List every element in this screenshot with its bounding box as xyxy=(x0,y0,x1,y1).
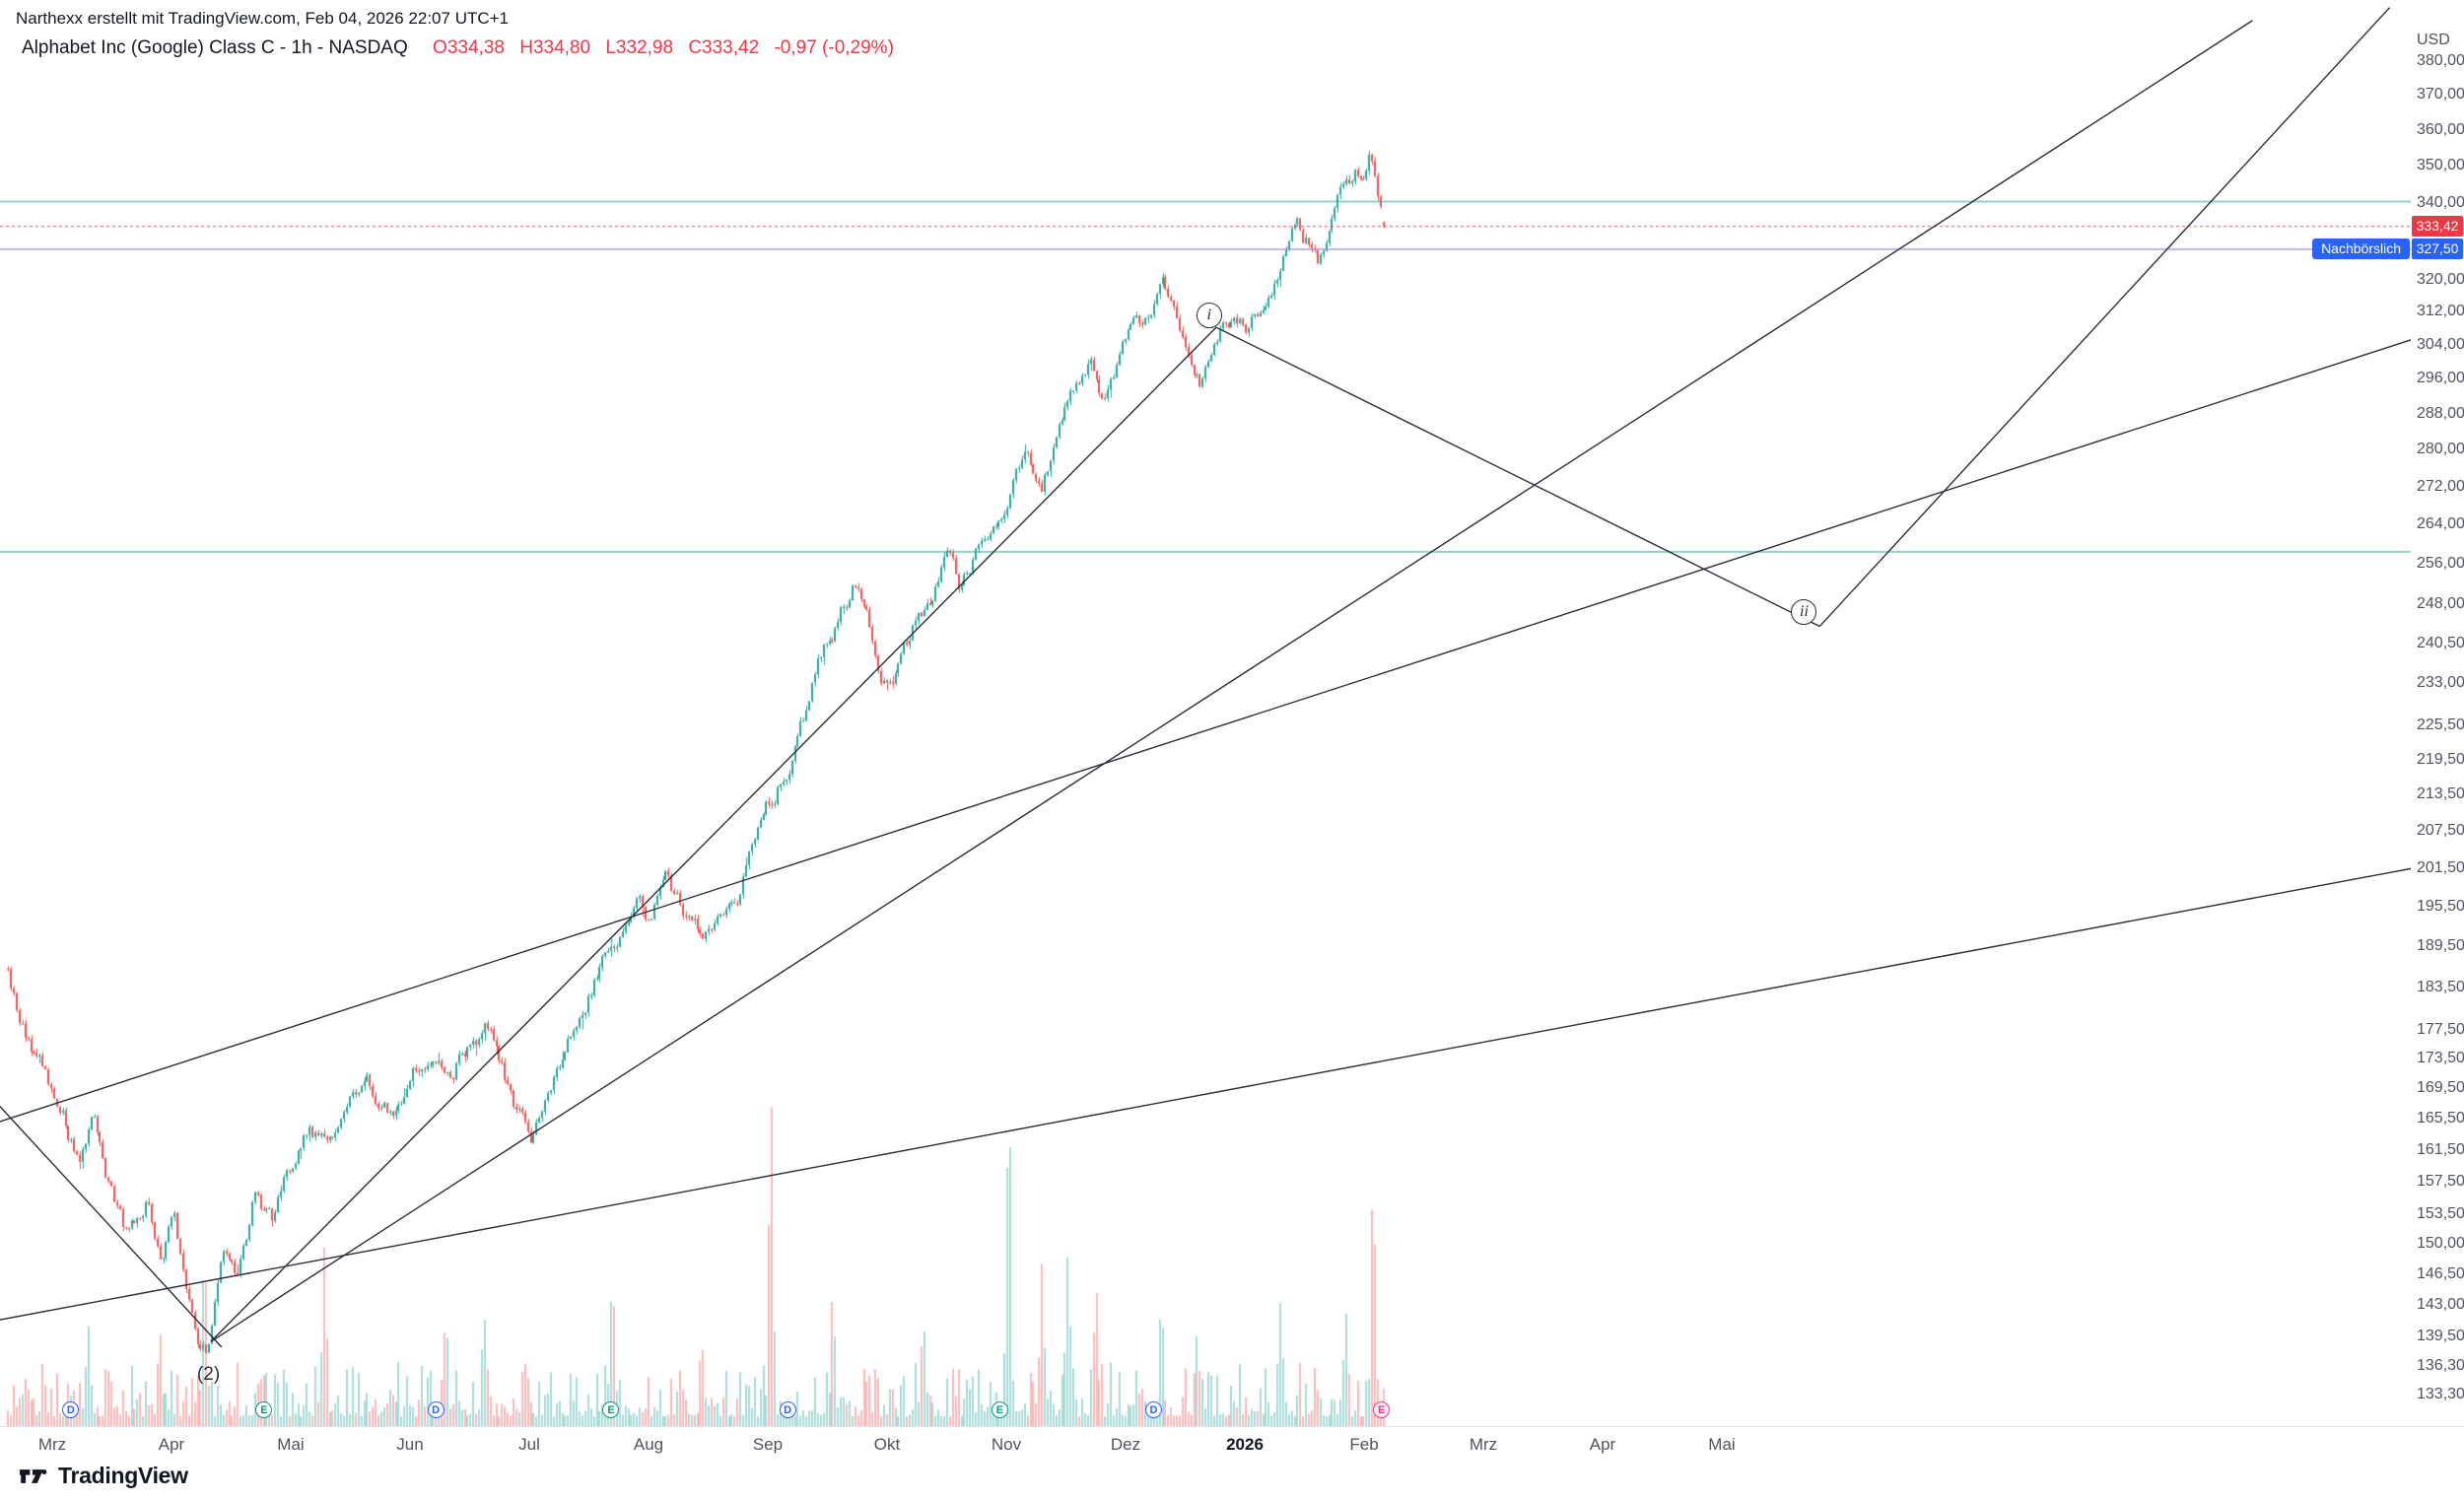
close-value: C333,42 xyxy=(688,37,760,58)
tradingview-logo-text: TradingView xyxy=(58,1463,188,1488)
price-axis[interactable]: USD 380,00 370,00 360,00 350,00 340,00 320,00… xyxy=(2411,0,2464,1426)
last-price-badge: 333,42 xyxy=(2412,215,2463,237)
price-tick-label: 350,00 xyxy=(2417,157,2464,174)
price-tick-label: 157,50 xyxy=(2417,1173,2464,1191)
low-value: L332,98 xyxy=(605,37,674,58)
price-tick-label: 219,50 xyxy=(2417,750,2464,768)
earnings-upcoming-marker[interactable]: E xyxy=(1373,1401,1391,1418)
dividend-marker[interactable]: D xyxy=(1145,1401,1163,1418)
time-tick-label[interactable]: Feb xyxy=(1349,1435,1379,1454)
symbol-info-bar: Alphabet Inc (Google) Class C - 1h - NAS… xyxy=(22,37,894,59)
price-tick-label: 370,00 xyxy=(2417,86,2464,103)
price-tick-label: 312,00 xyxy=(2417,303,2464,320)
price-tick-label: 139,50 xyxy=(2417,1327,2464,1344)
price-tick-label: 183,50 xyxy=(2417,978,2464,995)
last-price-value: 333,42 xyxy=(2416,218,2459,235)
price-tick-label: 143,00 xyxy=(2417,1295,2464,1313)
dividend-marker[interactable]: D xyxy=(62,1401,80,1418)
price-tick-label: 240,50 xyxy=(2417,634,2464,651)
wave-label[interactable]: i xyxy=(1196,302,1222,328)
time-tick-label[interactable]: Sep xyxy=(752,1435,784,1454)
time-tick-label[interactable]: Aug xyxy=(633,1435,664,1454)
time-tick-label[interactable]: Apr xyxy=(158,1435,185,1454)
time-tick-label[interactable]: Mrz xyxy=(1469,1435,1498,1454)
tradingview-logo[interactable]: TradingView xyxy=(20,1463,188,1489)
time-tick-label[interactable]: Mrz xyxy=(37,1435,67,1454)
wave-label[interactable]: (2) xyxy=(196,1364,221,1386)
time-tick-label[interactable]: 2026 xyxy=(1226,1435,1264,1454)
time-tick-label[interactable]: Mai xyxy=(1708,1435,1736,1454)
dividend-marker[interactable]: D xyxy=(779,1401,796,1418)
price-tick-label: 153,50 xyxy=(2417,1205,2464,1223)
price-tick-label: 173,50 xyxy=(2417,1050,2464,1067)
price-tick-label: 150,00 xyxy=(2417,1235,2464,1253)
price-tick-label: 161,50 xyxy=(2417,1140,2464,1158)
change-value: -0,97 (-0,29%) xyxy=(774,37,894,58)
currency-label: USD xyxy=(2417,32,2450,48)
tradingview-logo-icon xyxy=(20,1468,47,1483)
time-tick-label[interactable]: Mai xyxy=(277,1435,305,1454)
price-tick-label: 233,00 xyxy=(2417,674,2464,692)
time-tick-label[interactable]: Nov xyxy=(991,1435,1022,1454)
price-tick-label: 169,50 xyxy=(2417,1079,2464,1097)
time-tick-label[interactable]: Apr xyxy=(1589,1435,1616,1454)
price-tick-label: 213,50 xyxy=(2417,785,2464,803)
price-tick-label: 264,00 xyxy=(2417,515,2464,533)
price-tick-label: 288,00 xyxy=(2417,404,2464,422)
dividend-marker[interactable]: D xyxy=(427,1401,445,1418)
price-tick-label: 195,50 xyxy=(2417,898,2464,916)
time-tick-label[interactable]: Dez xyxy=(1110,1435,1141,1454)
time-tick-label[interactable]: Jun xyxy=(396,1435,424,1454)
earnings-marker[interactable]: E xyxy=(255,1401,273,1418)
price-tick-label: 280,00 xyxy=(2417,441,2464,458)
price-tick-label: 360,00 xyxy=(2417,120,2464,138)
time-tick-label[interactable]: Okt xyxy=(873,1435,901,1454)
time-axis[interactable]: Mrz Apr Mai Jun Jul Aug Sep Okt Nov Dez 2026 Feb Mrz… xyxy=(0,1426,2464,1467)
after-hours-price-value: 327,50 xyxy=(2416,240,2459,257)
price-tick-label: 177,50 xyxy=(2417,1020,2464,1038)
after-hours-session-badge: Nachbörslich xyxy=(2312,238,2410,259)
price-tick-label: 133,30 xyxy=(2417,1385,2464,1402)
price-tick-label: 320,00 xyxy=(2417,270,2464,288)
attribution-text: Narthexx erstellt mit TradingView.com, F… xyxy=(16,9,510,28)
time-axis-separator xyxy=(0,1426,2464,1427)
price-tick-label: 207,50 xyxy=(2417,822,2464,840)
price-tick-label: 256,00 xyxy=(2417,554,2464,572)
price-tick-label: 340,00 xyxy=(2417,193,2464,211)
symbol-title[interactable]: Alphabet Inc (Google) Class C - 1h - NAS… xyxy=(22,37,408,58)
earnings-marker[interactable]: E xyxy=(991,1401,1008,1418)
price-tick-label: 304,00 xyxy=(2417,336,2464,353)
price-tick-label: 248,00 xyxy=(2417,594,2464,612)
price-tick-label: 146,50 xyxy=(2417,1264,2464,1282)
open-value: O334,38 xyxy=(433,37,505,58)
price-tick-label: 380,00 xyxy=(2417,51,2464,69)
price-tick-label: 225,50 xyxy=(2417,716,2464,733)
high-value: H334,80 xyxy=(519,37,591,58)
earnings-marker[interactable]: E xyxy=(602,1401,620,1418)
after-hours-price-badge: 327,50 xyxy=(2412,238,2463,259)
time-tick-label[interactable]: Jul xyxy=(518,1435,540,1454)
price-tick-label: 272,00 xyxy=(2417,477,2464,495)
after-hours-session-label: Nachbörslich xyxy=(2321,240,2401,257)
price-tick-label: 165,50 xyxy=(2417,1110,2464,1127)
price-tick-label: 189,50 xyxy=(2417,937,2464,955)
price-tick-label: 136,30 xyxy=(2417,1356,2464,1374)
price-tick-label: 201,50 xyxy=(2417,858,2464,876)
price-tick-label: 296,00 xyxy=(2417,370,2464,387)
candlestick-canvas[interactable] xyxy=(0,0,2411,1426)
